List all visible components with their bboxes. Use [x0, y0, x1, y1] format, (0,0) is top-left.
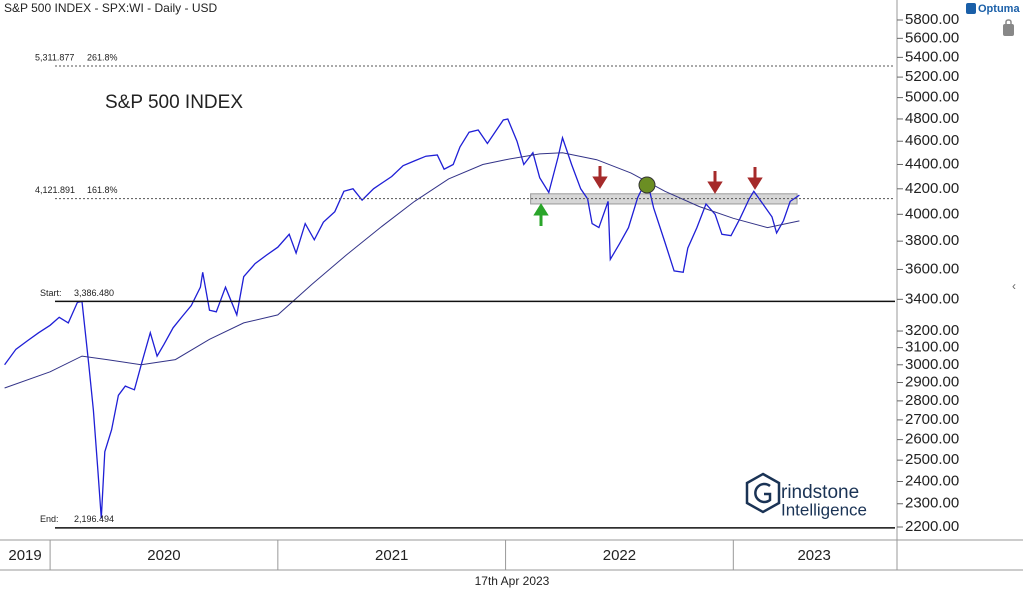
x-tick-label: 2019 [8, 547, 41, 564]
logo-text: rindstone [781, 482, 859, 503]
y-tick-label: 5800.00 [905, 11, 959, 28]
price-line [4, 152, 800, 389]
x-tick-label: 2020 [147, 547, 180, 564]
level-value: 3,386.480 [74, 288, 114, 298]
chart-title: S&P 500 INDEX [105, 92, 243, 113]
y-tick-label: 3400.00 [905, 290, 959, 307]
logo-g [754, 482, 772, 504]
annotations [533, 166, 763, 226]
y-tick-label: 4400.00 [905, 155, 959, 172]
highlight-circle [638, 176, 656, 194]
y-tick-label: 3600.00 [905, 260, 959, 277]
y-tick-label: 2300.00 [905, 495, 959, 512]
y-tick-label: 2800.00 [905, 392, 959, 409]
down-arrow [747, 167, 763, 190]
brand-icon [966, 3, 976, 14]
level-value: 2,196.494 [74, 514, 114, 524]
y-tick-label: 5400.00 [905, 48, 959, 65]
level-value: 5,311.877 [35, 52, 74, 62]
y-tick-label: 2500.00 [905, 451, 959, 468]
y-tick-label: 5200.00 [905, 68, 959, 85]
x-tick-label: 2021 [375, 547, 408, 564]
down-arrow [592, 166, 608, 189]
up-arrow [533, 203, 549, 226]
header-title: S&P 500 INDEX - SPX:WI - Daily - USD [4, 1, 217, 15]
y-tick-label: 2600.00 [905, 431, 959, 448]
level-name: Start: [40, 288, 62, 298]
y-tick-label: 3000.00 [905, 356, 959, 373]
y-tick-label: 2200.00 [905, 518, 959, 535]
y-tick-label: 3100.00 [905, 339, 959, 356]
lock-icon[interactable] [1003, 24, 1014, 36]
lock-icon[interactable] [1005, 19, 1012, 27]
collapse-arrow[interactable]: ‹ [1012, 279, 1016, 293]
y-tick-label: 4000.00 [905, 205, 959, 222]
y-tick-label: 5600.00 [905, 29, 959, 46]
y-tick-label: 3200.00 [905, 322, 959, 339]
level-percent: 161.8% [87, 185, 118, 195]
logo: rindstone Intelligence [745, 472, 867, 519]
brand: Optuma [978, 3, 1020, 15]
date-label: 17th Apr 2023 [475, 574, 550, 588]
logo-text: Intelligence [781, 500, 867, 519]
y-tick-label: 2700.00 [905, 411, 959, 428]
level-value: 4,121.891 [35, 185, 75, 195]
y-tick-label: 5000.00 [905, 89, 959, 106]
y-tick-label: 4600.00 [905, 132, 959, 149]
level-percent: 261.8% [87, 52, 118, 62]
y-tick-label: 4800.00 [905, 110, 959, 127]
y-tick-label: 3800.00 [905, 232, 959, 249]
price-line [4, 118, 800, 519]
x-tick-label: 2022 [603, 547, 636, 564]
y-tick-label: 2900.00 [905, 373, 959, 390]
logo-hex [745, 472, 781, 514]
down-arrow [707, 171, 723, 194]
y-tick-label: 4200.00 [905, 180, 959, 197]
level-name: End: [40, 514, 59, 524]
y-tick-label: 2400.00 [905, 472, 959, 489]
x-tick-label: 2023 [797, 547, 830, 564]
